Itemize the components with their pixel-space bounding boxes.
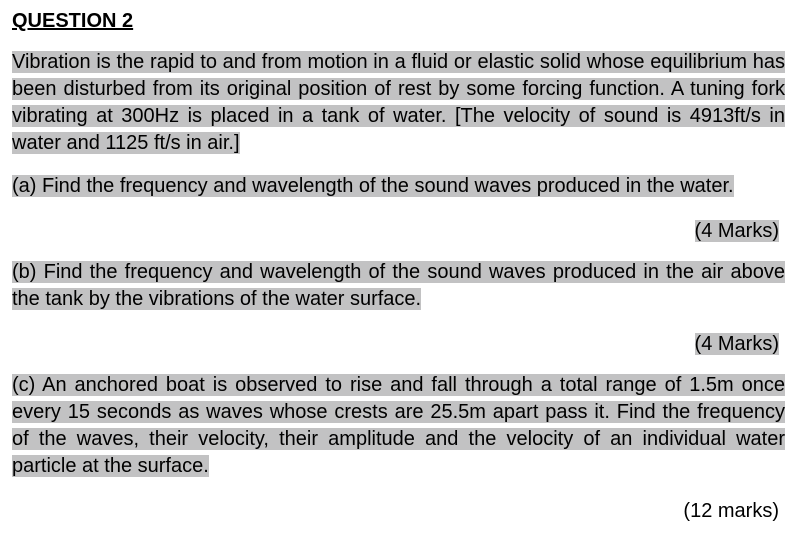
part-c-marks-line: (12 marks) bbox=[12, 498, 785, 525]
part-a-text: (a) Find the frequency and wavelength of… bbox=[12, 175, 734, 197]
part-b-marks-line: (4 Marks) bbox=[12, 331, 785, 358]
question-page: QUESTION 2 Vibration is the rapid to and… bbox=[0, 0, 795, 551]
intro-text: Vibration is the rapid to and from motio… bbox=[12, 51, 785, 154]
question-title: QUESTION 2 bbox=[12, 8, 785, 35]
part-b-text: (b) Find the frequency and wavelength of… bbox=[12, 261, 785, 310]
part-a: (a) Find the frequency and wavelength of… bbox=[12, 173, 785, 200]
part-c-marks: (12 marks) bbox=[683, 500, 779, 522]
part-c-text: (c) An anchored boat is observed to rise… bbox=[12, 374, 785, 477]
part-b: (b) Find the frequency and wavelength of… bbox=[12, 259, 785, 313]
part-a-marks: (4 Marks) bbox=[695, 220, 779, 242]
part-c: (c) An anchored boat is observed to rise… bbox=[12, 372, 785, 480]
part-a-marks-line: (4 Marks) bbox=[12, 218, 785, 245]
part-b-marks: (4 Marks) bbox=[695, 333, 779, 355]
question-intro: Vibration is the rapid to and from motio… bbox=[12, 49, 785, 157]
